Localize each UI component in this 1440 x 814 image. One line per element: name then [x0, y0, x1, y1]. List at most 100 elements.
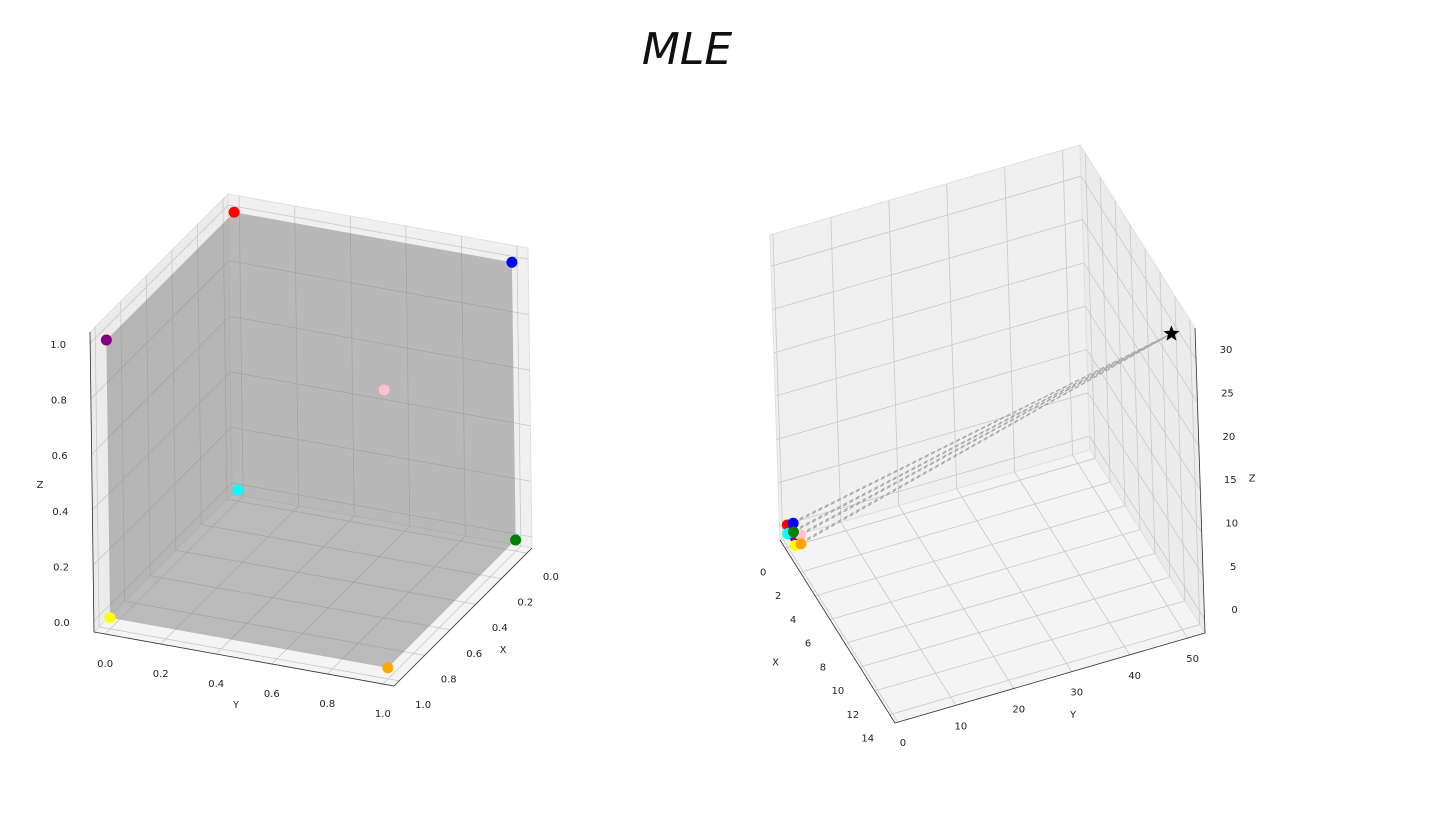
y-tick-label: 1.0	[375, 709, 391, 720]
y-axis-label: Y	[1069, 710, 1077, 721]
dashed-link	[792, 333, 1172, 524]
z-tick-label: 1.0	[50, 340, 66, 351]
grid-line	[859, 576, 1171, 668]
point	[104, 612, 116, 624]
z-tick-label: 0.6	[52, 451, 68, 462]
grid-line	[1144, 248, 1156, 554]
grid-line	[844, 552, 1156, 644]
x-tick-label: 0.0	[543, 572, 559, 583]
grid-line	[1114, 200, 1126, 506]
figure-title: MLE	[642, 24, 732, 75]
y-tick-label: 30	[1070, 688, 1083, 699]
y-tick-label: 10	[954, 721, 967, 732]
point	[378, 384, 390, 396]
grid-line	[228, 204, 529, 260]
dashed-link	[787, 333, 1172, 535]
x-tick-label: 0	[760, 567, 766, 578]
x-tick-label: 0.6	[466, 649, 482, 660]
x-tick-label: 4	[790, 615, 796, 626]
x-tick-label: 6	[805, 639, 811, 650]
y-tick-label: 0.6	[264, 689, 280, 700]
x-tick-label: 10	[832, 686, 845, 697]
grid-line	[1004, 166, 1016, 472]
grid-line	[956, 488, 1073, 672]
z-tick-label: 5	[1230, 562, 1236, 573]
x-tick-label: 0.2	[517, 598, 533, 609]
dashed-link	[793, 333, 1172, 533]
y-tick-label: 0.8	[319, 699, 335, 710]
grid-line	[770, 175, 1082, 267]
dashed-link	[794, 333, 1172, 538]
axis-line	[93, 631, 395, 687]
x-axis-label: X	[772, 658, 779, 669]
z-tick-label: 20	[1222, 432, 1235, 443]
axis-line	[393, 547, 533, 687]
x-tick-label: 12	[846, 710, 859, 721]
point	[787, 517, 799, 529]
grid-line	[814, 505, 1126, 597]
grid-line	[1082, 219, 1198, 403]
z-tick-label: 0.4	[52, 507, 68, 518]
point	[382, 662, 394, 674]
grid-line	[94, 326, 100, 627]
grid-line	[898, 505, 1015, 689]
point	[100, 334, 112, 346]
grid-line	[1062, 150, 1074, 456]
grid-line	[1080, 175, 1197, 360]
z-tick-label: 25	[1221, 389, 1234, 400]
z-tick-label: 15	[1224, 475, 1237, 486]
dashed-link	[800, 333, 1172, 545]
grid-line	[840, 522, 957, 706]
point	[510, 534, 522, 546]
axis-line	[779, 539, 896, 724]
grid-line	[775, 305, 1086, 397]
grid-line	[1159, 272, 1171, 578]
grid-line	[888, 200, 900, 506]
grid-line	[889, 624, 1200, 716]
point	[795, 538, 807, 550]
grid-line	[1086, 349, 1203, 533]
grid-line	[516, 245, 522, 547]
star-point	[1163, 325, 1180, 341]
grid-line	[89, 204, 229, 344]
x-tick-label: 0.4	[492, 623, 508, 634]
grid-line	[772, 234, 784, 540]
grid-line	[1084, 153, 1096, 459]
y-tick-label: 40	[1128, 671, 1141, 682]
grid-line	[946, 183, 958, 489]
grid-line	[776, 349, 1087, 440]
surface	[106, 212, 516, 668]
z-axis-label: Z	[37, 480, 44, 491]
grid-line	[773, 262, 1084, 354]
y-tick-label: 50	[1186, 654, 1199, 665]
grid-line	[1099, 177, 1111, 483]
x-tick-label: 0.8	[441, 674, 457, 685]
grid-line	[772, 219, 1083, 310]
z-tick-label: 30	[1220, 345, 1233, 356]
x-tick-label: 14	[861, 734, 874, 745]
grid-line	[1129, 224, 1141, 530]
z-tick-label: 0.2	[53, 562, 69, 573]
grid-line	[99, 626, 400, 682]
x-tick-label: 8	[820, 662, 826, 673]
y-tick-label: 0.4	[208, 679, 224, 690]
x-axis-label: X	[500, 645, 507, 656]
grid-line	[1189, 319, 1201, 625]
dashed-link	[800, 333, 1172, 536]
grid-line	[829, 529, 1141, 621]
x-tick-label: 1.0	[415, 700, 431, 711]
y-tick-label: 0	[900, 738, 906, 749]
axis-line	[894, 632, 1206, 724]
grid-line	[1084, 305, 1201, 490]
y-tick-label: 0.2	[153, 669, 169, 680]
grid-line	[1072, 454, 1188, 639]
z-tick-label: 0.8	[51, 396, 67, 407]
z-tick-label: 10	[1225, 518, 1238, 529]
z-tick-label: 0	[1231, 605, 1237, 616]
grid-line	[1087, 392, 1204, 577]
point	[228, 206, 240, 218]
grid-line	[1014, 471, 1131, 656]
point	[787, 526, 799, 538]
x-tick-label: 2	[775, 591, 781, 602]
point	[506, 256, 518, 268]
